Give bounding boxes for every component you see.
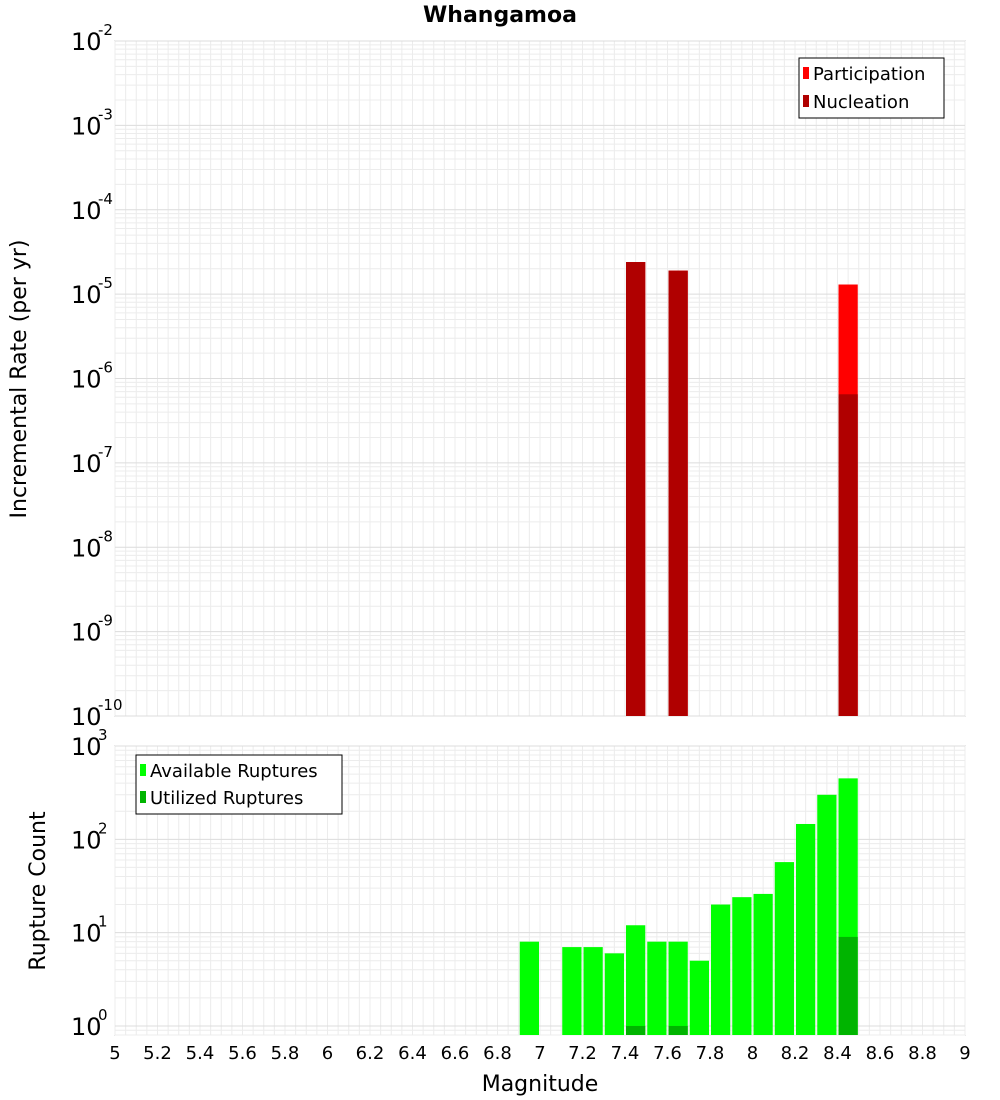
count-bar-a bbox=[668, 941, 688, 1035]
rate-bar-b bbox=[626, 262, 646, 716]
rate-bars bbox=[626, 262, 858, 716]
participation-legend-swatch bbox=[803, 67, 809, 79]
x-tick-label: 6.6 bbox=[441, 1043, 470, 1064]
available-legend-label: Available Ruptures bbox=[150, 761, 318, 782]
magnitude-x-ticks: 5 5.2 5.4 5.6 5.8 6 6.2 6.4 6.6 6.8 7 7.2 7.4 7.6 7.8 8… bbox=[109, 1043, 970, 1064]
y-tick-label: 10 bbox=[71, 619, 102, 647]
nucleation-legend-swatch bbox=[803, 95, 809, 107]
rate-bar-b bbox=[668, 270, 688, 716]
y-tick-exponent: 0 bbox=[98, 1006, 108, 1024]
x-tick-label: 8 bbox=[747, 1043, 758, 1064]
y-tick-exponent: -10 bbox=[98, 696, 123, 714]
y-tick-label: 10 bbox=[71, 112, 102, 140]
count-bar-a bbox=[796, 823, 816, 1035]
x-tick-label: 7.6 bbox=[653, 1043, 682, 1064]
y-tick-label: 10 bbox=[71, 281, 102, 309]
x-tick-label: 7.8 bbox=[696, 1043, 725, 1064]
rate-bar-b bbox=[838, 394, 858, 716]
x-tick-label: 5.8 bbox=[271, 1043, 300, 1064]
y-tick-label: 10 bbox=[71, 733, 102, 761]
count-bar-a bbox=[562, 947, 582, 1035]
x-tick-label: 7.4 bbox=[611, 1043, 640, 1064]
count-bar-a bbox=[626, 925, 646, 1035]
x-tick-label: 6 bbox=[322, 1043, 333, 1064]
x-tick-label: 5 bbox=[109, 1043, 120, 1064]
y-tick-label: 10 bbox=[71, 920, 102, 948]
count-bar-a bbox=[732, 897, 752, 1035]
rate-grid bbox=[114, 40, 966, 717]
y-tick-exponent: -8 bbox=[98, 527, 113, 545]
x-tick-label: 8.8 bbox=[908, 1043, 937, 1064]
x-tick-label: 8.4 bbox=[823, 1043, 852, 1064]
y-tick-label: 10 bbox=[71, 28, 102, 56]
count-bar-b bbox=[626, 1025, 646, 1035]
rate-y-axis-label: Incremental Rate (per yr) bbox=[7, 240, 32, 519]
y-tick-exponent: 3 bbox=[98, 726, 108, 744]
y-tick-exponent: -2 bbox=[98, 21, 113, 39]
x-tick-label: 7 bbox=[534, 1043, 545, 1064]
count-bar-a bbox=[583, 947, 603, 1035]
available-legend-swatch bbox=[140, 764, 146, 776]
count-bar-b bbox=[668, 1025, 688, 1035]
count-legend-box bbox=[135, 754, 343, 815]
count-bar-a bbox=[689, 960, 709, 1035]
y-tick-label: 10 bbox=[71, 703, 102, 731]
y-tick-exponent: -3 bbox=[98, 105, 113, 123]
x-axis-label: Magnitude bbox=[482, 1072, 599, 1097]
y-tick-label: 10 bbox=[71, 450, 102, 478]
participation-legend-label: Participation bbox=[813, 64, 925, 85]
count-bars bbox=[519, 778, 858, 1035]
y-tick-label: 10 bbox=[71, 534, 102, 562]
y-tick-exponent: -7 bbox=[98, 443, 113, 461]
x-tick-label: 6.2 bbox=[356, 1043, 385, 1064]
x-tick-label: 9 bbox=[959, 1043, 970, 1064]
nucleation-legend-label: Nucleation bbox=[813, 92, 909, 113]
count-y-axis-label: Rupture Count bbox=[26, 811, 51, 971]
count-bar-a bbox=[647, 941, 667, 1035]
y-tick-label: 10 bbox=[71, 197, 102, 225]
rate-legend: Participation Nucleation bbox=[798, 57, 945, 119]
count-bar-b bbox=[838, 936, 858, 1035]
count-bar-a bbox=[519, 941, 539, 1035]
x-tick-label: 5.2 bbox=[143, 1043, 172, 1064]
y-tick-label: 10 bbox=[71, 826, 102, 854]
chart-title: Whangamoa bbox=[423, 3, 577, 28]
utilized-legend-swatch bbox=[140, 791, 146, 803]
count-bar-a bbox=[753, 893, 773, 1035]
y-tick-label: 10 bbox=[71, 1013, 102, 1041]
y-tick-exponent: -5 bbox=[98, 274, 113, 292]
x-tick-label: 8.2 bbox=[781, 1043, 810, 1064]
count-bar-a bbox=[774, 862, 794, 1035]
y-tick-exponent: -4 bbox=[98, 190, 113, 208]
x-tick-label: 6.4 bbox=[398, 1043, 427, 1064]
y-tick-exponent: 2 bbox=[98, 819, 108, 837]
count-bar-a bbox=[604, 953, 624, 1035]
rate-legend-box bbox=[798, 57, 945, 119]
y-tick-exponent: 1 bbox=[98, 913, 108, 931]
x-tick-label: 5.6 bbox=[228, 1043, 257, 1064]
y-tick-label: 10 bbox=[71, 366, 102, 394]
count-legend: Available Ruptures Utilized Ruptures bbox=[135, 754, 343, 815]
x-tick-label: 8.6 bbox=[866, 1043, 895, 1064]
x-tick-label: 5.4 bbox=[186, 1043, 215, 1064]
count-bar-a bbox=[817, 794, 837, 1035]
x-tick-label: 7.2 bbox=[568, 1043, 597, 1064]
y-tick-exponent: -9 bbox=[98, 612, 113, 630]
y-tick-exponent: -6 bbox=[98, 359, 113, 377]
x-tick-label: 6.8 bbox=[483, 1043, 512, 1064]
utilized-legend-label: Utilized Ruptures bbox=[150, 788, 303, 809]
count-bar-a bbox=[711, 904, 731, 1035]
